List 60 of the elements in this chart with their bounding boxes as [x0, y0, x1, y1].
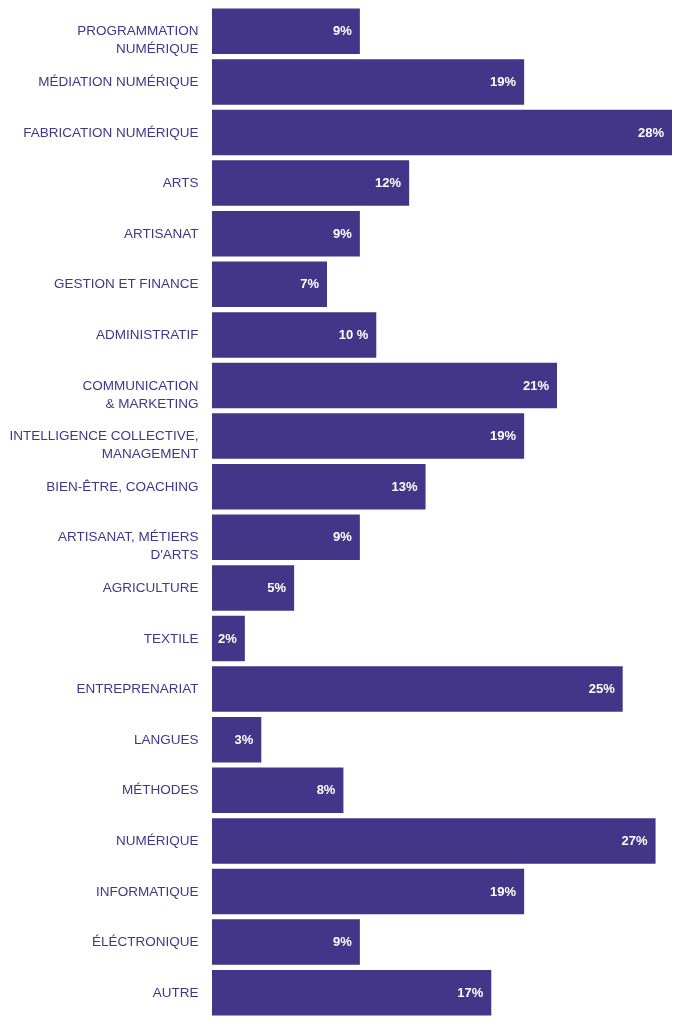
- y-tick-label: FABRICATION NUMÉRIQUE: [23, 124, 199, 140]
- bar: [212, 59, 525, 105]
- data-label: 25%: [588, 681, 616, 697]
- y-tick-label: MÉTHODES: [121, 782, 199, 798]
- data-label: 9%: [333, 225, 353, 241]
- bar: [212, 615, 245, 662]
- data-label: 21%: [522, 377, 550, 393]
- data-label: 19%: [490, 428, 517, 444]
- data-label: 28%: [637, 124, 665, 140]
- y-tick-label: MÉDIATION NUMÉRIQUE: [38, 73, 199, 89]
- data-label: 5%: [267, 579, 287, 595]
- data-label: 13%: [391, 478, 418, 494]
- bar: [212, 312, 377, 358]
- bar: [212, 716, 262, 763]
- bar: [212, 565, 295, 611]
- bar: [212, 362, 557, 409]
- y-tick-label: ÉLÉCTRONIQUE: [91, 934, 199, 950]
- y-tick-label: COMMUNICATION & MARKETING: [82, 377, 199, 411]
- bar: [212, 261, 327, 308]
- bar: [212, 413, 525, 459]
- bar: [212, 160, 410, 206]
- y-tick-label: ARTISANAT, MÉTIERS D'ARTS: [57, 529, 199, 563]
- y-tick-label: GESTION ET FINANCE: [53, 276, 199, 292]
- data-label: 3%: [234, 731, 254, 747]
- data-label: 2%: [218, 630, 238, 646]
- bar: [212, 868, 525, 915]
- data-label: 19%: [490, 883, 517, 899]
- data-label: 27%: [621, 832, 648, 848]
- bar: [212, 818, 656, 864]
- bar: [212, 109, 672, 156]
- y-tick-label: ENTREPRENARIAT: [76, 681, 199, 697]
- bar: [212, 969, 492, 1016]
- data-label: 9%: [333, 934, 353, 950]
- data-label: 8%: [316, 782, 336, 798]
- y-tick-label: ADMINISTRATIF: [96, 326, 199, 342]
- data-label: 10 %: [338, 326, 369, 342]
- y-tick-label: BIEN-ÊTRE, COACHING: [46, 478, 199, 494]
- y-tick-label: LANGUES: [133, 731, 199, 747]
- data-label: 7%: [300, 276, 320, 292]
- data-label: 12%: [375, 175, 402, 191]
- bar: [212, 463, 426, 510]
- bar: [212, 514, 360, 561]
- data-label: 19%: [490, 73, 517, 89]
- y-tick-label: INTELLIGENCE COLLECTIVE, MANAGEMENT: [9, 428, 199, 462]
- data-label: 9%: [333, 23, 353, 39]
- y-tick-label: AUTRE: [152, 984, 199, 1000]
- y-tick-label: ARTS: [162, 175, 199, 191]
- y-tick-label: AGRICULTURE: [102, 579, 199, 595]
- y-tick-label: PROGRAMMATION NUMÉRIQUE: [77, 23, 199, 57]
- y-tick-label: INFORMATIQUE: [96, 883, 199, 899]
- data-label: 9%: [333, 529, 353, 545]
- y-tick-label: ARTISANAT: [123, 225, 199, 241]
- bar: [212, 8, 360, 55]
- bar: [212, 666, 623, 712]
- y-tick-label: NUMÉRIQUE: [115, 832, 199, 848]
- bar: [212, 919, 360, 965]
- y-tick-label: TEXTILE: [143, 630, 199, 646]
- bar: [212, 767, 344, 814]
- bar: [212, 210, 360, 257]
- data-label: 17%: [457, 984, 484, 1000]
